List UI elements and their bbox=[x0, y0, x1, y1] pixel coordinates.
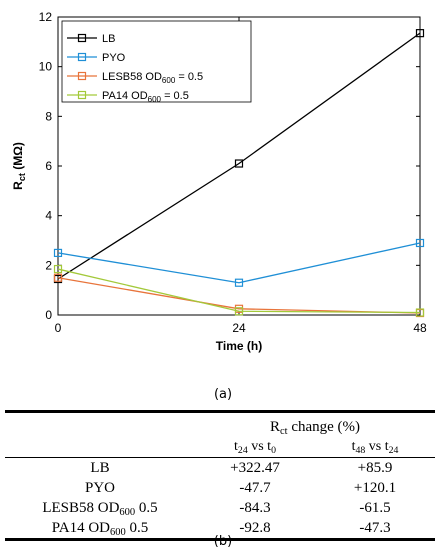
legend-entry: LESB58 OD600 = 0.5 bbox=[67, 71, 203, 85]
data-point bbox=[53, 264, 63, 274]
data-point bbox=[53, 273, 63, 282]
table-empty-cell bbox=[5, 410, 195, 437]
legend: LB PYO LESB58 OD600 = 0.5 PA14 OD600 = 0.5 bbox=[61, 20, 252, 104]
legend-label: PYO bbox=[102, 52, 126, 64]
data-point bbox=[234, 307, 244, 316]
legend-entry: PA14 OD600 = 0.5 bbox=[67, 90, 189, 104]
y-axis-title: Rct (MΩ) bbox=[11, 142, 27, 190]
table-row: PA14 OD600 0.5 -92.8 -47.3 bbox=[5, 518, 435, 541]
legend-entry: LB bbox=[67, 33, 115, 45]
caption-a: (a) bbox=[213, 387, 233, 402]
table-cell: +322.47 bbox=[230, 460, 280, 476]
data-point bbox=[415, 308, 425, 317]
legend-marker bbox=[77, 52, 87, 62]
table-title-row: Rct change (%) bbox=[5, 410, 435, 437]
table-cell: -61.5 bbox=[359, 500, 391, 516]
y-tick-label: 4 bbox=[45, 209, 52, 223]
legend-label: PA14 OD600 = 0.5 bbox=[102, 90, 189, 104]
data-point bbox=[234, 159, 244, 168]
series-line bbox=[57, 242, 421, 284]
series-3 bbox=[53, 264, 425, 317]
table-column-header-row: t24 vs t0 t48 vs t24 bbox=[5, 437, 435, 458]
table-cell: +85.9 bbox=[357, 460, 393, 476]
table-cell: -47.7 bbox=[239, 480, 271, 496]
legend-marker bbox=[77, 33, 87, 43]
y-tick-label: 0 bbox=[45, 308, 52, 322]
result-table: Rct change (%) t24 vs t0 t48 vs t24 LB +… bbox=[5, 410, 435, 541]
series-1 bbox=[53, 238, 425, 287]
table-row: PYO -47.7 +120.1 bbox=[5, 478, 435, 498]
data-point bbox=[53, 248, 63, 258]
table-cell: -47.3 bbox=[315, 518, 435, 541]
row-label: LESB58 OD600 0.5 bbox=[42, 500, 158, 518]
table-row: LB +322.47 +85.9 bbox=[5, 458, 435, 479]
table-cell: -92.8 bbox=[195, 518, 315, 541]
series-layer bbox=[53, 29, 425, 318]
y-tick-label: 6 bbox=[45, 159, 52, 173]
legend-entry: PYO bbox=[67, 52, 126, 64]
column-header-1: t24 vs t0 bbox=[195, 437, 315, 458]
y-tick-label: 8 bbox=[45, 109, 52, 123]
data-point bbox=[415, 29, 425, 38]
legend-marker bbox=[77, 71, 87, 81]
data-point bbox=[415, 238, 425, 248]
y-tick-label: 12 bbox=[39, 10, 53, 24]
row-label: PA14 OD600 0.5 bbox=[5, 518, 195, 541]
row-label: LB bbox=[90, 460, 110, 476]
legend-marker bbox=[77, 90, 87, 100]
caption-b: (b) bbox=[213, 534, 233, 549]
y-tick-label: 2 bbox=[45, 258, 52, 272]
legend-label: LESB58 OD600 = 0.5 bbox=[102, 71, 203, 85]
table-cell: +120.1 bbox=[353, 480, 397, 496]
legend-box bbox=[61, 20, 252, 103]
x-tick-label: 24 bbox=[232, 321, 246, 335]
legend-label: LB bbox=[102, 33, 115, 45]
data-point bbox=[234, 278, 244, 287]
x-tick-label: 0 bbox=[55, 321, 62, 335]
table-row: LESB58 OD600 0.5 -84.3 -61.5 bbox=[5, 498, 435, 518]
row-label: PYO bbox=[84, 480, 115, 496]
table-empty-cell bbox=[5, 437, 195, 458]
series-0 bbox=[53, 29, 425, 284]
x-tick-label: 48 bbox=[413, 321, 427, 335]
y-tick-label: 10 bbox=[39, 60, 53, 74]
x-axis-title: Time (h) bbox=[216, 339, 262, 353]
table-cell: -84.3 bbox=[239, 500, 271, 516]
series-line bbox=[57, 268, 421, 314]
series-line bbox=[57, 32, 421, 280]
column-header-2: t48 vs t24 bbox=[315, 437, 435, 458]
table-title: Rct change (%) bbox=[195, 410, 435, 437]
